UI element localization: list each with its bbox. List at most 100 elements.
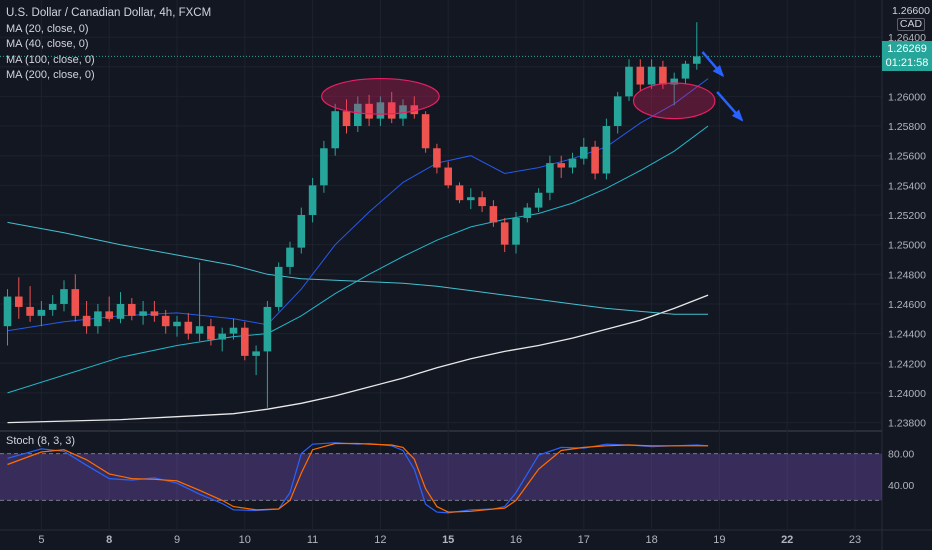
candle-body	[297, 215, 306, 248]
candle-body	[207, 326, 215, 340]
price-tick-label: 1.25000	[888, 240, 926, 252]
candle-body	[693, 56, 701, 64]
candle-body	[512, 217, 520, 245]
candle-body	[659, 66, 667, 85]
candle-body	[229, 327, 238, 334]
stoch-legend[interactable]: Stoch (8, 3, 3)	[6, 435, 76, 447]
candle-body	[150, 311, 159, 316]
candle-body	[173, 321, 181, 327]
price-tick-label: 1.25200	[888, 210, 926, 222]
legend-ma40[interactable]: MA (40, close, 0)	[6, 38, 89, 50]
candle-body	[342, 111, 351, 127]
stoch-band	[0, 453, 882, 501]
candle-body	[354, 103, 362, 127]
candle-body	[647, 66, 656, 85]
price-tick-label: 1.23800	[888, 418, 926, 430]
time-tick-label: 11	[307, 534, 318, 546]
last-price-badge: 1.26269 01:21:58	[882, 41, 932, 71]
candle-body	[263, 306, 272, 352]
candle-body	[331, 111, 339, 149]
last-price-value: 1.26269	[887, 43, 927, 55]
candle-body	[161, 315, 170, 327]
price-axis: 1.264001.262001.260001.258001.256001.254…	[888, 32, 926, 492]
candle-body	[546, 163, 554, 193]
candle-body	[308, 185, 317, 215]
candle-body	[410, 105, 419, 115]
stoch-overbought-oversold-band	[0, 453, 882, 501]
time-tick-label: 15	[442, 534, 454, 546]
top-price-tick: 1.26600	[892, 5, 930, 17]
down-arrow-head	[731, 109, 744, 122]
time-tick-label: 5	[38, 534, 44, 546]
candle-body	[602, 126, 611, 174]
time-tick-label: 17	[578, 534, 590, 546]
candle-body	[26, 306, 34, 316]
time-tick-label: 23	[849, 534, 861, 546]
price-tick-label: 1.25800	[888, 121, 926, 133]
candle-body	[71, 289, 80, 316]
ma200-line	[7, 294, 709, 424]
price-tick-label: 1.25600	[888, 151, 926, 163]
candle-body	[3, 296, 12, 327]
candle-body	[670, 78, 678, 85]
highlight-ellipse	[632, 82, 716, 120]
candle-body	[433, 148, 441, 168]
candle-body	[82, 315, 91, 327]
candle-body	[94, 311, 102, 327]
candle-body	[636, 66, 645, 85]
legend-ma20[interactable]: MA (20, close, 0)	[6, 22, 89, 35]
down-arrow-head	[712, 64, 725, 78]
time-axis: 5 8 9 10 11 12 15 16 17 18 19 22 23	[38, 534, 861, 546]
price-tick-label: 1.24600	[888, 299, 926, 311]
currency-label[interactable]: CAD	[896, 18, 926, 31]
candle-body	[128, 303, 136, 316]
time-tick-label: 19	[713, 534, 725, 546]
legend-ma200[interactable]: MA (200, close, 0)	[6, 69, 95, 81]
candle-body	[500, 222, 509, 245]
bar-countdown: 01:21:58	[885, 57, 929, 69]
candle-body	[399, 105, 407, 119]
annotations	[321, 51, 744, 122]
price-tick-label: 1.24000	[888, 388, 926, 400]
candle-body	[241, 327, 249, 356]
candles	[3, 22, 701, 408]
price-tick-label: 1.24200	[888, 358, 926, 370]
candle-body	[444, 167, 452, 186]
candle-body	[37, 309, 46, 316]
ma40-line	[7, 125, 709, 394]
candle-body	[286, 247, 294, 267]
symbol-title[interactable]: U.S. Dollar / Canadian Dollar, 4h, FXCM	[6, 7, 212, 19]
candle-body	[557, 163, 565, 168]
stoch-tick-label: 40.00	[888, 480, 914, 492]
candle-body	[613, 96, 622, 127]
time-tick-label: 22	[781, 534, 793, 546]
candle-body	[421, 114, 430, 149]
candle-body	[139, 311, 147, 316]
candle-body	[523, 207, 532, 218]
time-tick-label: 10	[239, 534, 251, 546]
candle-body	[195, 326, 204, 334]
ma100-line	[7, 221, 709, 315]
candle-body	[274, 266, 283, 307]
candle-body	[48, 303, 57, 310]
candle-body	[376, 102, 385, 119]
candle-body	[387, 102, 396, 119]
chart-legend: U.S. Dollar / Canadian Dollar, 4h, FXCM …	[6, 6, 211, 84]
candle-body	[320, 148, 328, 186]
candle-body	[252, 351, 260, 356]
candle-body	[489, 206, 498, 223]
moving-averages	[7, 78, 709, 424]
candle-body	[534, 192, 543, 208]
price-tick-label: 1.26000	[888, 91, 926, 103]
legend-ma100[interactable]: MA (100, close, 0)	[6, 53, 95, 66]
time-tick-label: 12	[374, 534, 386, 546]
stoch-d-line	[7, 442, 709, 513]
candle-body	[478, 197, 486, 207]
stochastic-lines	[7, 442, 709, 514]
candle-body	[580, 146, 588, 159]
currency-tag: 1.26600 CAD	[892, 6, 930, 31]
candle-body	[568, 158, 577, 168]
candle-body	[60, 289, 68, 304]
